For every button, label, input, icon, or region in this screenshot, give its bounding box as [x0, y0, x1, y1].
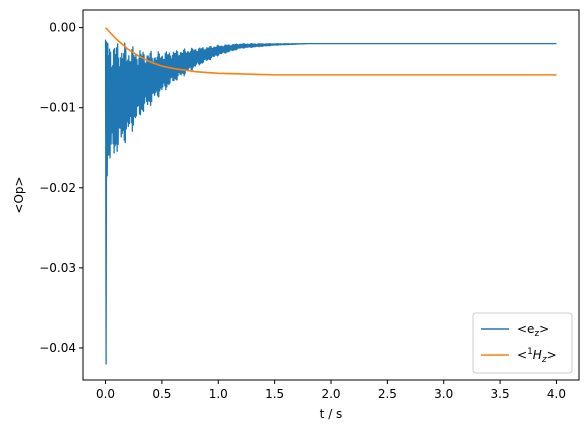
x-tick-label: 1.5 [265, 387, 284, 401]
x-tick-label: 1.0 [209, 387, 228, 401]
legend: <ez> <1Hz> [472, 312, 573, 374]
y-tick-label: −0.03 [39, 261, 76, 275]
legend-label-e-z: <ez> [517, 322, 549, 339]
y-tick-label: −0.02 [39, 181, 76, 195]
legend-label-1h-z: <1Hz> [517, 347, 557, 365]
legend-box [472, 312, 573, 374]
y-tick-label: 0.00 [49, 21, 76, 35]
y-tick-label: −0.04 [39, 341, 76, 355]
x-tick-label: 2.0 [321, 387, 340, 401]
series-1h-z-line [104, 27, 557, 76]
x-tick-label: 3.5 [491, 387, 510, 401]
x-tick-label: 0.5 [152, 387, 171, 401]
series-layer [104, 27, 557, 365]
x-tick-label: 3.0 [434, 387, 453, 401]
x-tick-label: 2.5 [378, 387, 397, 401]
series-e-z-line [104, 39, 557, 365]
y-axis: 0.00 −0.01 −0.02 −0.03 −0.04 [39, 21, 83, 355]
x-axis-label: t / s [320, 407, 343, 421]
y-axis-label: <Op> [12, 176, 26, 213]
x-tick-label: 0.0 [96, 387, 115, 401]
x-tick-label: 4.0 [547, 387, 566, 401]
y-tick-label: −0.01 [39, 101, 76, 115]
x-axis: 0.0 0.5 1.0 1.5 2.0 2.5 3.0 3.5 4.0 [96, 380, 566, 401]
